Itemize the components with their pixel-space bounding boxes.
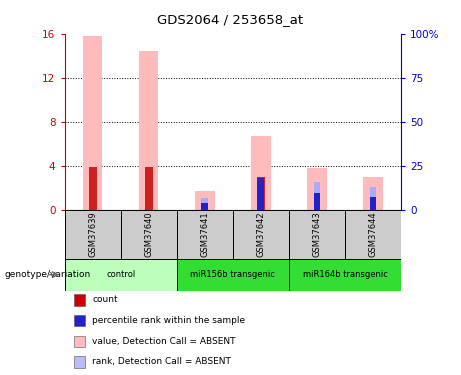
Text: GSM37642: GSM37642 [256,211,266,257]
Bar [145,167,153,210]
Bar [363,177,383,210]
Bar [83,36,102,210]
Bar [177,210,233,259]
Text: GSM37644: GSM37644 [368,211,378,257]
Bar [201,198,208,203]
Text: GDS2064 / 253658_at: GDS2064 / 253658_at [158,13,303,26]
Text: GSM37643: GSM37643 [313,211,321,257]
Bar [233,210,289,259]
Bar [257,177,265,210]
Bar [195,191,214,210]
Bar [370,197,377,210]
Bar [289,210,345,259]
Bar [139,51,159,210]
Bar [65,259,177,291]
Bar [313,194,320,210]
Text: control: control [106,270,135,279]
Bar [177,259,289,291]
Text: GSM37640: GSM37640 [144,211,153,257]
Text: value, Detection Call = ABSENT: value, Detection Call = ABSENT [92,337,236,346]
Bar [121,210,177,259]
Text: GSM37641: GSM37641 [200,211,209,257]
Bar [307,168,327,210]
Bar [345,210,401,259]
Text: rank, Detection Call = ABSENT: rank, Detection Call = ABSENT [92,357,231,366]
Bar [257,178,264,210]
Bar [201,203,208,210]
Text: miR164b transgenic: miR164b transgenic [302,270,387,279]
Bar [65,210,121,259]
Text: GSM37639: GSM37639 [88,211,97,257]
Text: count: count [92,296,118,304]
Bar [289,259,401,291]
Text: percentile rank within the sample: percentile rank within the sample [92,316,245,325]
Text: genotype/variation: genotype/variation [5,270,91,279]
Bar [370,187,377,197]
Text: miR156b transgenic: miR156b transgenic [190,270,275,279]
Bar [313,183,320,194]
Bar [251,136,271,210]
Bar [89,167,96,210]
